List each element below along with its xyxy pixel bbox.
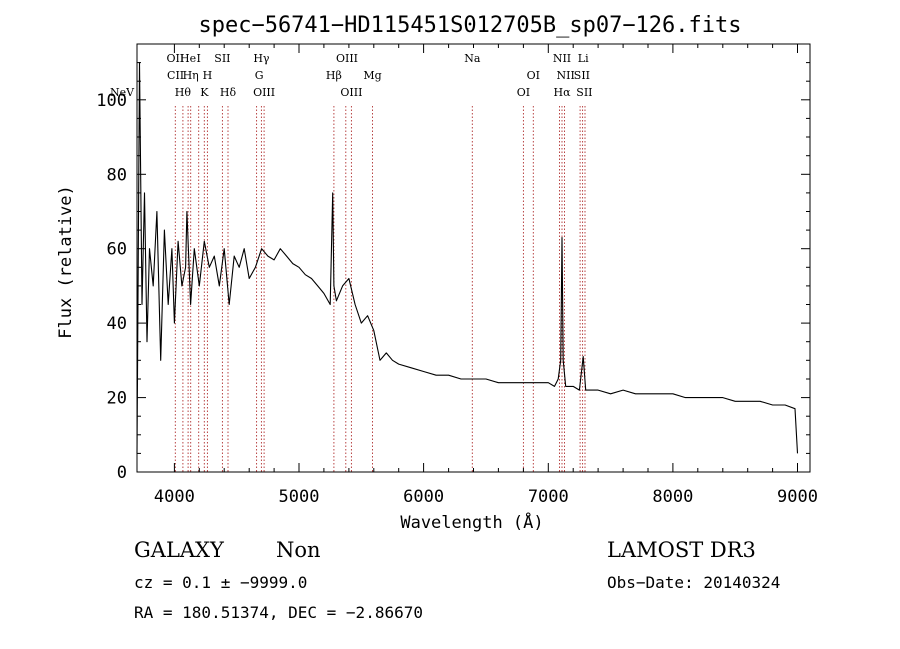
- emission-line-label: OIII: [253, 86, 275, 99]
- emission-line-label: SII: [214, 52, 230, 65]
- flux-line: [136, 62, 799, 454]
- emission-line-label: Mg: [363, 69, 381, 82]
- y-axis-ticks: 0 20 40 60 80 100: [96, 62, 810, 483]
- x-tick-label: 7000: [528, 487, 569, 507]
- emission-line-markers: [174, 106, 586, 472]
- x-tick-label: 4000: [154, 487, 195, 507]
- emission-line-label: Hα: [553, 86, 571, 99]
- emission-line-label: Li: [578, 52, 589, 65]
- plot-frame: [136, 43, 811, 473]
- coordinates-line: RA = 180.51374, DEC = −2.86670: [134, 603, 423, 622]
- emission-line-label: Hγ: [253, 52, 270, 65]
- x-axis-label: Wavelength (Å): [400, 511, 543, 533]
- y-tick-label: 80: [107, 165, 127, 185]
- x-tick-label: 8000: [652, 487, 693, 507]
- emission-line-label: NII: [557, 69, 575, 82]
- y-tick-label: 100: [96, 91, 127, 111]
- redshift-line: cz = 0.1 ± −9999.0: [134, 573, 308, 592]
- x-tick-label: 5000: [279, 487, 320, 507]
- object-class: GALAXY: [134, 538, 224, 562]
- emission-line-label: Na: [464, 52, 481, 65]
- emission-line-labels: NeV OII CII Hθ He Hη IHK SII Hδ Hγ G OIII OIII Hβ OIII…: [110, 52, 593, 99]
- emission-line-label: SII: [576, 86, 592, 99]
- emission-line-label: He: [180, 52, 196, 65]
- y-tick-label: 40: [107, 314, 127, 334]
- obs-date: Obs−Date: 20140324: [607, 573, 781, 592]
- emission-line-label: OIII: [340, 86, 362, 99]
- emission-line-label: I: [197, 52, 201, 65]
- emission-line-label: NeV: [110, 86, 135, 99]
- emission-line-label: G: [255, 69, 264, 82]
- emission-line-label: SII: [574, 69, 590, 82]
- emission-line-label: Hβ: [326, 69, 342, 82]
- emission-line-label: OI: [527, 69, 540, 82]
- object-subclass: Non: [276, 538, 321, 562]
- survey-name: LAMOST DR3: [607, 538, 756, 562]
- emission-line-label: Hθ: [175, 86, 192, 99]
- emission-line-label: CII: [167, 69, 184, 82]
- y-tick-label: 20: [107, 389, 127, 409]
- emission-line-label: Hη: [183, 69, 199, 82]
- y-tick-label: 0: [117, 463, 127, 483]
- emission-line-label: OI: [517, 86, 530, 99]
- x-tick-label: 6000: [403, 487, 444, 507]
- emission-line-label: OIII: [336, 52, 358, 65]
- y-tick-label: 60: [107, 240, 127, 260]
- emission-line-label: NII: [553, 52, 571, 65]
- y-axis-label: Flux (relative): [56, 185, 76, 339]
- x-axis-ticks: 4000 5000 6000 7000 8000 9000: [154, 44, 818, 507]
- emission-line-label: Hδ: [220, 86, 237, 99]
- emission-line-label: K: [200, 86, 209, 99]
- emission-line-label: H: [203, 69, 213, 82]
- chart-title: spec−56741−HD115451S012705B_sp07−126.fit…: [198, 13, 741, 38]
- flux-series: [136, 62, 799, 454]
- emission-line-label: OII: [166, 52, 184, 65]
- x-tick-label: 9000: [777, 487, 818, 507]
